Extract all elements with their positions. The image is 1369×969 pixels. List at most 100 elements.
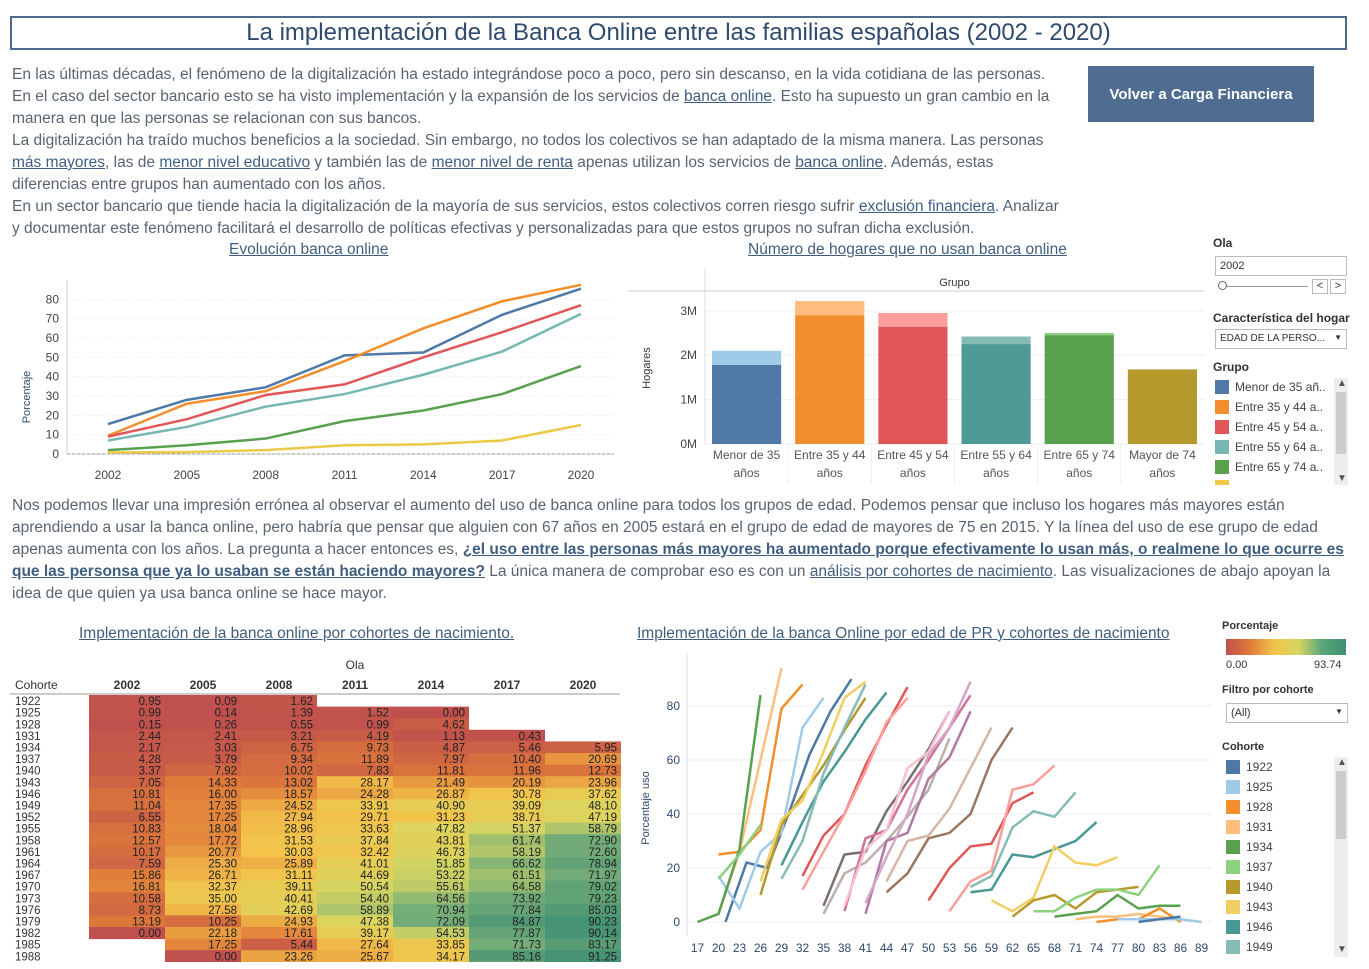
cell-value: 10.40	[512, 754, 541, 766]
cell-value: 4.62	[443, 719, 465, 731]
cell-value: 9.73	[367, 743, 389, 755]
cohorte-legend-item[interactable]: 1949	[1226, 937, 1326, 957]
scroll-up-icon[interactable]: ▲	[1337, 378, 1347, 389]
cohorte-legend-item[interactable]: 1943	[1226, 897, 1326, 917]
grupo-legend-item[interactable]: Entre 65 y 74 a..	[1215, 457, 1327, 477]
heatmap-cell	[165, 845, 241, 858]
cell-value: 51.37	[512, 824, 541, 836]
intro-p2e: . Además, estas diferencias entre grupos…	[12, 154, 994, 193]
filtro-cohorte-select[interactable]: (All) ▼	[1226, 703, 1348, 723]
cell-value: 3.03	[215, 743, 237, 755]
legend-label: 1931	[1246, 820, 1273, 834]
heatmap-cell	[393, 915, 469, 928]
heatmap-cell	[89, 799, 165, 812]
row-label: 1937	[15, 754, 41, 766]
legend-label: 1937	[1246, 860, 1273, 874]
cohorte-legend-item[interactable]: 1931	[1226, 817, 1326, 837]
scroll-down-icon[interactable]: ▼	[1337, 944, 1347, 955]
cell-value: 12.73	[588, 766, 617, 778]
row-label: 1955	[15, 824, 41, 836]
ola-next-button[interactable]: >	[1330, 279, 1346, 294]
cell-value: 27.64	[360, 940, 389, 952]
row-label: 1934	[15, 743, 41, 755]
grupo-legend-item[interactable]: Entre 35 y 44 a..	[1215, 397, 1327, 417]
cell-value: 90.14	[588, 928, 617, 940]
filtro-cohorte-value: (All)	[1231, 707, 1251, 719]
caracteristica-select[interactable]: EDAD DE LA PERSO... ▼	[1215, 329, 1347, 349]
heatmap-cell	[241, 869, 317, 882]
cell-value: 39.09	[512, 801, 541, 813]
scroll-up-icon[interactable]: ▲	[1337, 757, 1347, 768]
grupo-legend-scrollbar[interactable]: ▲ ▼	[1334, 378, 1348, 485]
cell-value: 11.81	[437, 766, 465, 778]
ola-prev-button[interactable]: <	[1312, 279, 1328, 294]
heatmap-cell	[241, 753, 317, 766]
cohorte-legend-item[interactable]: 1937	[1226, 857, 1326, 877]
grupo-legend-item[interactable]: Menor de 35 añ..	[1215, 377, 1327, 397]
bar	[961, 344, 1031, 444]
cell-value: 71.73	[512, 940, 541, 952]
heatmap-cell	[317, 834, 393, 847]
intro-p1a: En las últimas décadas, el fenómeno de l…	[12, 66, 1046, 105]
back-to-carga-financiera-button[interactable]: Volver a Carga Financiera	[1088, 66, 1314, 122]
cohorte-legend-item[interactable]: 1946	[1226, 917, 1326, 937]
heatmap-cell	[469, 811, 545, 824]
cohorte-legend-item[interactable]: 1925	[1226, 777, 1326, 797]
legend-swatch	[1226, 840, 1240, 854]
cell-value: 58.79	[588, 824, 617, 836]
grupo-legend-item[interactable]: Entre 55 y 64 a..	[1215, 437, 1327, 457]
cell-value: 33.63	[360, 824, 389, 836]
heatmap-cell	[165, 729, 241, 742]
cohorte-legend-item[interactable]: 1934	[1226, 837, 1326, 857]
column-label: 2014	[418, 678, 445, 692]
cell-value: 15.86	[132, 870, 161, 882]
scroll-down-icon[interactable]: ▼	[1337, 473, 1347, 484]
heatmap-cell	[469, 799, 545, 812]
grupo-legend-item[interactable]	[1215, 477, 1327, 485]
cell-value: 24.93	[284, 917, 313, 929]
y-tick-label: 50	[46, 350, 60, 364]
cell-value: 78.94	[588, 859, 617, 871]
cohorte-legend-item[interactable]: 1922	[1226, 757, 1326, 777]
y-tick-label: 20	[46, 408, 60, 422]
cell-value: 1.13	[443, 731, 465, 743]
cell-value: 29.71	[360, 812, 389, 824]
x-tick-label: 50	[922, 941, 936, 955]
bar-chart-hogares: Grupo 0M 1M 2M 3M Hogares Menor de 35 años Entre…	[628, 268, 1204, 484]
page-title-text: La implementación de la Banca Online ent…	[246, 19, 1111, 46]
grupo-legend-item[interactable]: Entre 45 y 54 a..	[1215, 417, 1327, 437]
heatmap-cell	[241, 799, 317, 812]
row-header-cohorte: Cohorte	[15, 678, 58, 692]
y-tick-label: 40	[667, 807, 681, 821]
heatmap-cell	[241, 764, 317, 777]
cohorte-legend-item[interactable]: 1940	[1226, 877, 1326, 897]
heatmap-cell	[165, 799, 241, 812]
cell-value: 6.75	[291, 743, 313, 755]
cohort-line	[948, 764, 1056, 912]
cohorte-legend-item[interactable]: 1928	[1226, 797, 1326, 817]
y-tick-label: 70	[46, 312, 60, 326]
heatmap-cell	[393, 857, 469, 870]
ola-slider-track[interactable]	[1218, 286, 1308, 287]
legend-swatch	[1226, 920, 1240, 934]
cell-value: 22.18	[208, 928, 237, 940]
cell-value: 28.96	[284, 824, 313, 836]
y-tick-label: 60	[46, 331, 60, 345]
cell-value: 10.83	[132, 824, 161, 836]
cell-value: 20.19	[512, 777, 541, 789]
heatmap-cell	[89, 787, 165, 800]
legend-swatch	[1226, 940, 1240, 954]
heatmap-cell	[545, 811, 621, 824]
heatmap-cell	[241, 880, 317, 893]
porcentaje-min: 0.00	[1226, 659, 1248, 671]
ola-input[interactable]: 2002	[1215, 256, 1347, 276]
cell-value: 47.38	[360, 917, 389, 929]
heatmap-cell	[469, 776, 545, 789]
series-line	[107, 423, 582, 454]
heatmap-cell	[89, 915, 165, 928]
cohorte-legend-scrollbar[interactable]: ▲ ▼	[1334, 757, 1348, 957]
cohorte-legend-label: Cohorte	[1222, 741, 1265, 753]
heatmap-cell	[469, 787, 545, 800]
intro-link-mas-mayores: más mayores	[12, 154, 106, 171]
ola-slider-handle[interactable]	[1218, 281, 1227, 290]
